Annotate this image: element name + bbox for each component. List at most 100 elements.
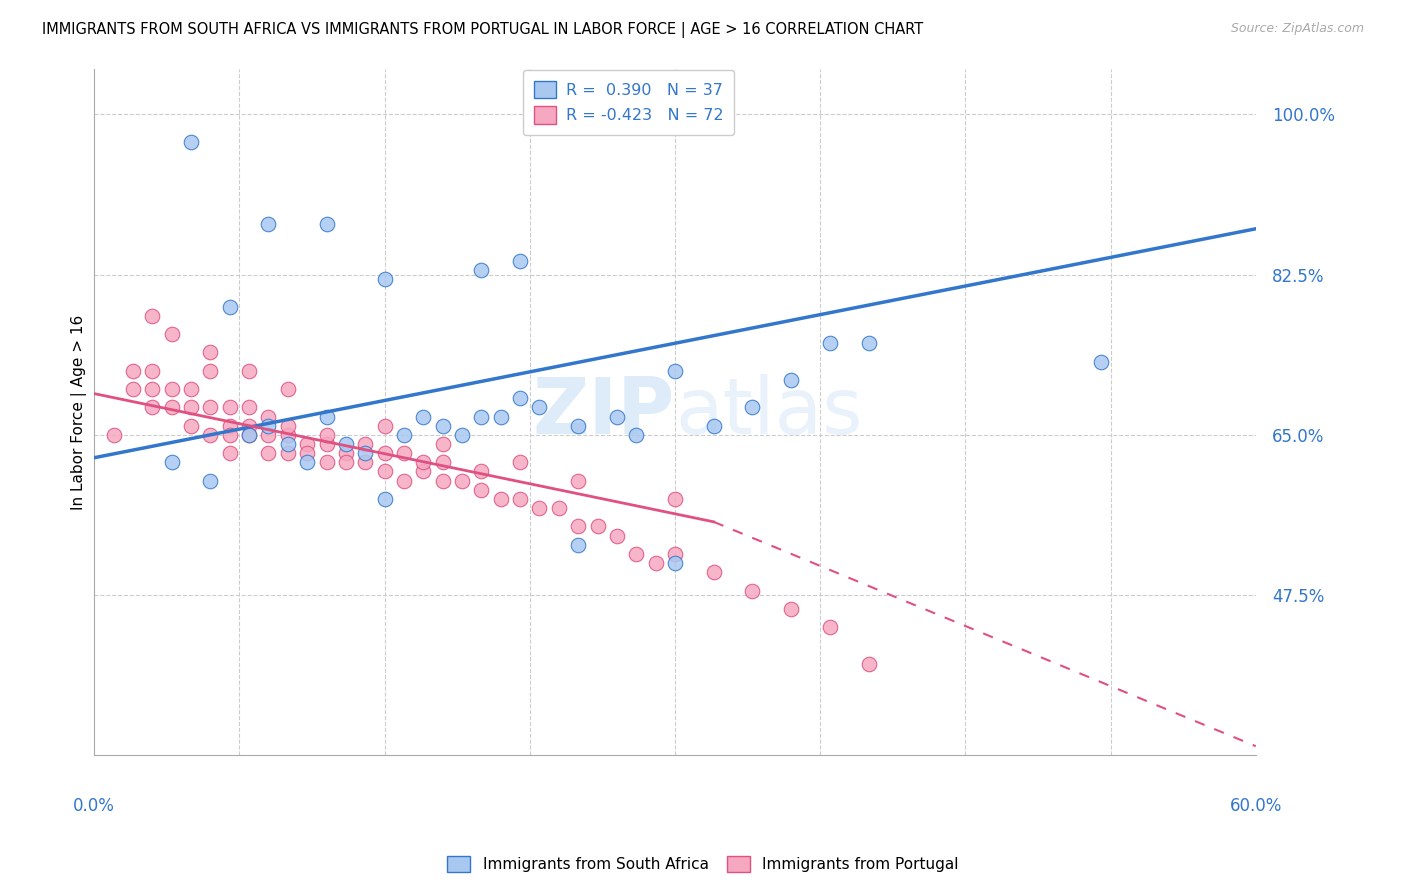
Point xyxy=(703,418,725,433)
Point xyxy=(374,446,396,460)
Point xyxy=(626,547,648,561)
Point xyxy=(238,401,260,415)
Point xyxy=(412,409,434,424)
Point xyxy=(122,364,145,378)
Point xyxy=(218,401,240,415)
Point xyxy=(374,491,396,506)
Point xyxy=(122,382,145,396)
Point xyxy=(567,538,589,552)
Point xyxy=(277,437,299,451)
Point xyxy=(664,556,686,570)
Point xyxy=(509,491,531,506)
Point xyxy=(818,620,841,634)
Point xyxy=(567,474,589,488)
Point xyxy=(509,253,531,268)
Point xyxy=(218,300,240,314)
Point xyxy=(180,382,202,396)
Legend: Immigrants from South Africa, Immigrants from Portugal: Immigrants from South Africa, Immigrants… xyxy=(440,848,966,880)
Point xyxy=(780,373,803,387)
Point xyxy=(335,437,357,451)
Point xyxy=(451,427,474,442)
Point xyxy=(354,437,377,451)
Point xyxy=(432,455,454,469)
Point xyxy=(1090,354,1112,368)
Point xyxy=(218,446,240,460)
Point xyxy=(818,336,841,351)
Point xyxy=(180,401,202,415)
Point xyxy=(257,409,280,424)
Point xyxy=(606,528,628,542)
Text: IMMIGRANTS FROM SOUTH AFRICA VS IMMIGRANTS FROM PORTUGAL IN LABOR FORCE | AGE > : IMMIGRANTS FROM SOUTH AFRICA VS IMMIGRAN… xyxy=(42,22,924,38)
Point xyxy=(200,364,222,378)
Point xyxy=(160,401,183,415)
Point xyxy=(392,427,415,442)
Text: Source: ZipAtlas.com: Source: ZipAtlas.com xyxy=(1230,22,1364,36)
Point xyxy=(257,418,280,433)
Point xyxy=(315,217,337,231)
Point xyxy=(412,465,434,479)
Point xyxy=(703,565,725,579)
Point xyxy=(335,455,357,469)
Point xyxy=(141,401,163,415)
Point xyxy=(200,345,222,359)
Point xyxy=(238,427,260,442)
Point xyxy=(374,418,396,433)
Point xyxy=(529,401,551,415)
Point xyxy=(741,401,763,415)
Point xyxy=(392,446,415,460)
Point xyxy=(432,474,454,488)
Text: atlas: atlas xyxy=(675,374,862,450)
Point xyxy=(277,382,299,396)
Point xyxy=(295,446,318,460)
Point xyxy=(277,418,299,433)
Point xyxy=(180,135,202,149)
Point xyxy=(586,519,609,533)
Point xyxy=(141,364,163,378)
Text: ZIP: ZIP xyxy=(533,374,675,450)
Point xyxy=(354,455,377,469)
Point xyxy=(103,427,125,442)
Point xyxy=(664,364,686,378)
Point xyxy=(218,427,240,442)
Point xyxy=(200,474,222,488)
Point xyxy=(180,418,202,433)
Point xyxy=(374,465,396,479)
Point xyxy=(470,409,492,424)
Point xyxy=(664,547,686,561)
Point xyxy=(315,437,337,451)
Point xyxy=(470,263,492,277)
Point xyxy=(489,409,512,424)
Point xyxy=(412,455,434,469)
Point xyxy=(160,455,183,469)
Point xyxy=(354,446,377,460)
Point xyxy=(238,427,260,442)
Point xyxy=(335,446,357,460)
Point xyxy=(200,427,222,442)
Point xyxy=(374,272,396,286)
Point xyxy=(451,474,474,488)
Point xyxy=(160,382,183,396)
Point xyxy=(509,455,531,469)
Text: 0.0%: 0.0% xyxy=(73,797,115,814)
Point xyxy=(277,427,299,442)
Y-axis label: In Labor Force | Age > 16: In Labor Force | Age > 16 xyxy=(72,314,87,509)
Point xyxy=(644,556,666,570)
Point xyxy=(567,418,589,433)
Point xyxy=(295,437,318,451)
Point xyxy=(238,364,260,378)
Point xyxy=(858,657,880,671)
Point xyxy=(160,327,183,342)
Point xyxy=(141,382,163,396)
Point xyxy=(392,474,415,488)
Point xyxy=(741,583,763,598)
Point xyxy=(315,409,337,424)
Point xyxy=(509,391,531,405)
Point xyxy=(277,446,299,460)
Point xyxy=(218,418,240,433)
Point xyxy=(257,446,280,460)
Point xyxy=(470,483,492,497)
Point xyxy=(547,501,569,516)
Point xyxy=(606,409,628,424)
Point xyxy=(315,427,337,442)
Text: 60.0%: 60.0% xyxy=(1230,797,1282,814)
